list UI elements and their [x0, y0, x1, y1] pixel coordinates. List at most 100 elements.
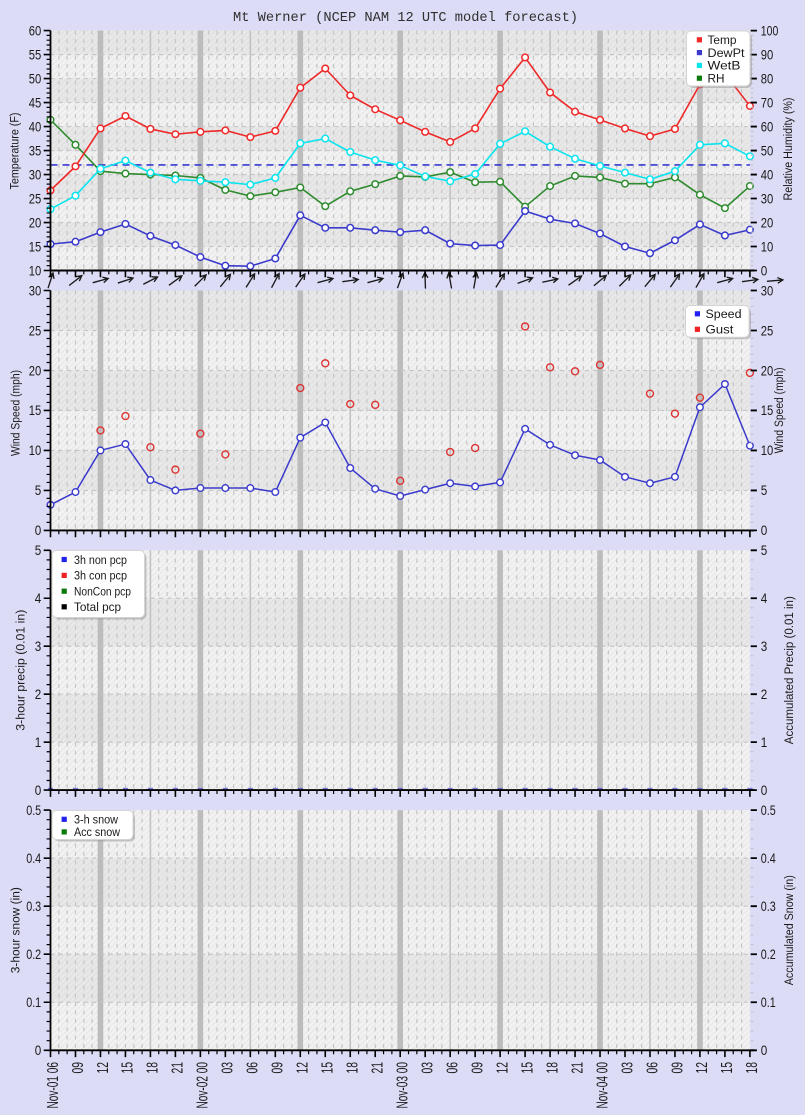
svg-text:15: 15 — [29, 402, 42, 418]
svg-text:18: 18 — [544, 1062, 561, 1074]
svg-text:3h non pcp: 3h non pcp — [74, 553, 127, 567]
svg-text:0.2: 0.2 — [26, 946, 41, 962]
svg-text:21: 21 — [170, 1062, 187, 1074]
svg-text:30: 30 — [761, 282, 774, 298]
svg-text:5: 5 — [35, 542, 42, 558]
svg-text:3-hour snow (in): 3-hour snow (in) — [9, 887, 23, 973]
svg-text:Nov-01 06: Nov-01 06 — [45, 1062, 62, 1109]
svg-text:Acc snow: Acc snow — [74, 825, 120, 839]
svg-text:DewPt: DewPt — [708, 46, 746, 60]
svg-text:12: 12 — [494, 1062, 511, 1074]
svg-text:0: 0 — [35, 522, 42, 538]
svg-text:0: 0 — [35, 1042, 42, 1058]
svg-text:21: 21 — [370, 1062, 387, 1074]
svg-text:06: 06 — [644, 1062, 661, 1074]
svg-text:60: 60 — [761, 118, 774, 134]
svg-text:1: 1 — [35, 734, 42, 750]
svg-text:25: 25 — [29, 322, 42, 338]
svg-text:10: 10 — [29, 442, 42, 458]
svg-text:10: 10 — [29, 262, 42, 278]
svg-text:Wind Speed (mph): Wind Speed (mph) — [8, 370, 22, 456]
svg-text:2: 2 — [35, 686, 42, 702]
svg-text:12: 12 — [694, 1062, 711, 1074]
svg-text:20: 20 — [761, 362, 774, 378]
svg-text:25: 25 — [761, 322, 774, 338]
svg-text:06: 06 — [445, 1062, 462, 1074]
svg-text:2: 2 — [761, 686, 768, 702]
svg-text:RH: RH — [708, 72, 725, 86]
svg-text:3-hour precip (0.01 in): 3-hour precip (0.01 in) — [13, 610, 27, 731]
svg-text:09: 09 — [669, 1062, 686, 1074]
svg-text:10: 10 — [761, 442, 774, 458]
svg-text:Speed: Speed — [706, 307, 742, 321]
svg-text:3: 3 — [35, 638, 42, 654]
svg-text:0.5: 0.5 — [26, 802, 41, 818]
svg-text:0.1: 0.1 — [761, 994, 776, 1010]
svg-text:4: 4 — [35, 590, 42, 606]
svg-text:NonCon pcp: NonCon pcp — [74, 585, 131, 599]
svg-text:09: 09 — [70, 1062, 87, 1074]
svg-text:Accumulated Snow (in): Accumulated Snow (in) — [782, 875, 796, 985]
svg-text:25: 25 — [29, 190, 42, 206]
svg-text:50: 50 — [29, 70, 42, 86]
svg-text:12: 12 — [95, 1062, 112, 1074]
svg-text:18: 18 — [345, 1062, 362, 1074]
svg-text:70: 70 — [761, 94, 774, 110]
svg-text:0.4: 0.4 — [761, 850, 776, 866]
svg-text:0: 0 — [761, 522, 768, 538]
svg-text:09: 09 — [270, 1062, 287, 1074]
svg-text:Temperature (F): Temperature (F) — [8, 113, 22, 190]
svg-text:3h con pcp: 3h con pcp — [74, 569, 127, 583]
svg-text:Nov-03 00: Nov-03 00 — [395, 1062, 412, 1109]
svg-text:80: 80 — [761, 70, 774, 86]
svg-text:18: 18 — [744, 1062, 761, 1074]
svg-text:90: 90 — [761, 46, 774, 62]
svg-text:06: 06 — [245, 1062, 262, 1074]
svg-text:0.3: 0.3 — [761, 898, 776, 914]
svg-text:03: 03 — [220, 1062, 237, 1074]
svg-text:03: 03 — [420, 1062, 437, 1074]
svg-text:03: 03 — [619, 1062, 636, 1074]
svg-text:100: 100 — [761, 22, 779, 38]
svg-text:0.2: 0.2 — [761, 946, 776, 962]
svg-text:1: 1 — [761, 734, 768, 750]
svg-text:40: 40 — [761, 166, 774, 182]
svg-text:WetB: WetB — [708, 59, 741, 73]
svg-text:10: 10 — [761, 238, 774, 254]
svg-text:0.1: 0.1 — [26, 994, 41, 1010]
svg-text:0.3: 0.3 — [26, 898, 41, 914]
svg-text:Relative Humidity (%): Relative Humidity (%) — [781, 98, 795, 201]
svg-text:Nov-02 00: Nov-02 00 — [195, 1062, 212, 1109]
svg-text:60: 60 — [29, 22, 42, 38]
svg-text:15: 15 — [320, 1062, 337, 1074]
svg-text:Mt Werner (NCEP NAM 12 UTC mod: Mt Werner (NCEP NAM 12 UTC model forecas… — [233, 11, 578, 26]
svg-text:30: 30 — [761, 190, 774, 206]
svg-text:15: 15 — [761, 402, 774, 418]
svg-text:Gust: Gust — [706, 323, 735, 337]
svg-text:45: 45 — [29, 94, 42, 110]
svg-text:35: 35 — [29, 142, 42, 158]
svg-text:3: 3 — [761, 638, 768, 654]
svg-text:5: 5 — [761, 482, 768, 498]
svg-text:5: 5 — [35, 482, 42, 498]
svg-text:21: 21 — [569, 1062, 586, 1074]
svg-text:3-h snow: 3-h snow — [74, 813, 118, 827]
svg-text:55: 55 — [29, 46, 42, 62]
svg-text:30: 30 — [29, 282, 42, 298]
svg-text:18: 18 — [145, 1062, 162, 1074]
svg-text:0: 0 — [35, 782, 42, 798]
svg-text:30: 30 — [29, 166, 42, 182]
svg-text:12: 12 — [295, 1062, 312, 1074]
svg-text:15: 15 — [519, 1062, 536, 1074]
svg-text:0: 0 — [761, 262, 768, 278]
svg-text:20: 20 — [29, 214, 42, 230]
svg-text:50: 50 — [761, 142, 774, 158]
svg-text:Total pcp: Total pcp — [74, 600, 121, 614]
svg-text:4: 4 — [761, 590, 768, 606]
svg-text:5: 5 — [761, 542, 768, 558]
svg-text:40: 40 — [29, 118, 42, 134]
svg-text:0.5: 0.5 — [761, 802, 776, 818]
svg-text:15: 15 — [29, 238, 42, 254]
svg-text:20: 20 — [29, 362, 42, 378]
svg-text:20: 20 — [761, 214, 774, 230]
